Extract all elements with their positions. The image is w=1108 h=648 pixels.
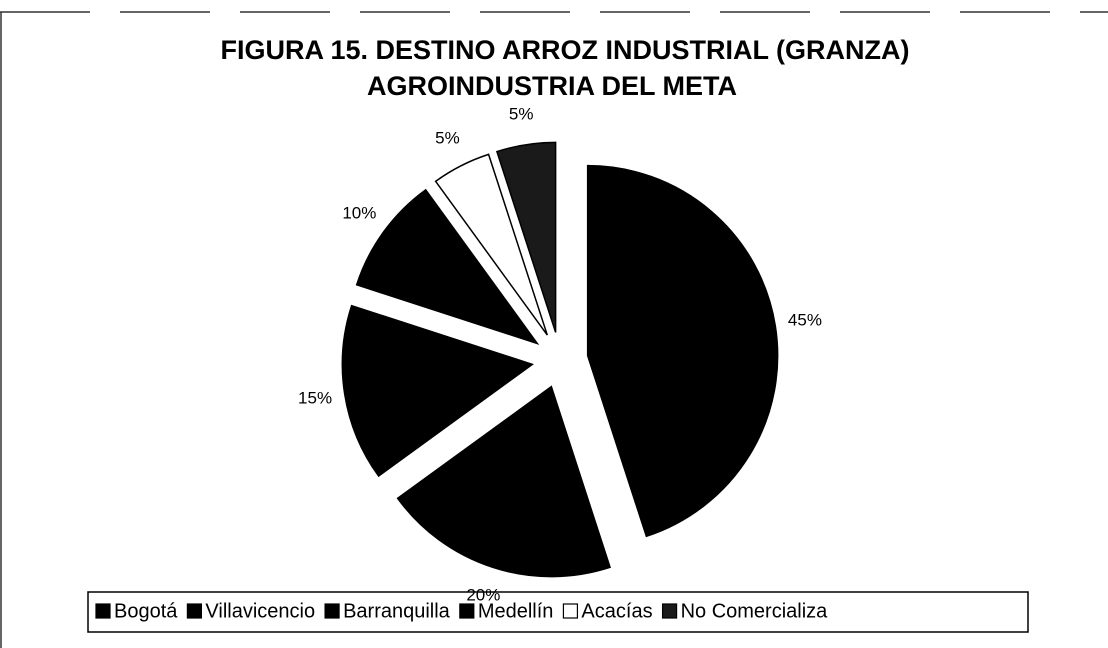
legend: Bogotá Villavicencio Barranquilla Medellín A… [95,600,829,622]
pie-slice [341,304,534,478]
pie-slice [355,188,540,345]
data-label: 45% [788,311,822,330]
legend-label: Medellín [478,600,554,622]
chart-title: FIGURA 15. DESTINO ARROZ INDUSTRIAL (GRA… [220,35,909,65]
legend-label: Villavicencio [205,600,315,622]
legend-swatch [459,603,475,619]
pie-slice [434,153,549,336]
legend-box [87,591,1029,633]
pie-slice [586,164,779,538]
legend-label: Barranquilla [343,600,451,622]
chart-subtitle: AGROINDUSTRIA DEL META [367,71,737,101]
pie-slice [495,141,557,333]
data-label: 15% [298,388,332,407]
legend-label: Bogotá [114,600,178,622]
legend-swatch [324,603,340,619]
data-label: 5% [509,105,534,124]
legend-swatch [95,603,111,619]
data-label: 10% [342,204,376,223]
legend-label: Acacías [581,600,652,622]
legend-label: No Comercializa [681,600,829,622]
legend-swatch [186,603,202,619]
data-label: 20% [466,585,500,604]
pie-slice [396,385,612,578]
data-label: 5% [435,129,460,148]
legend-swatch [562,603,579,619]
legend-swatch [661,603,678,619]
